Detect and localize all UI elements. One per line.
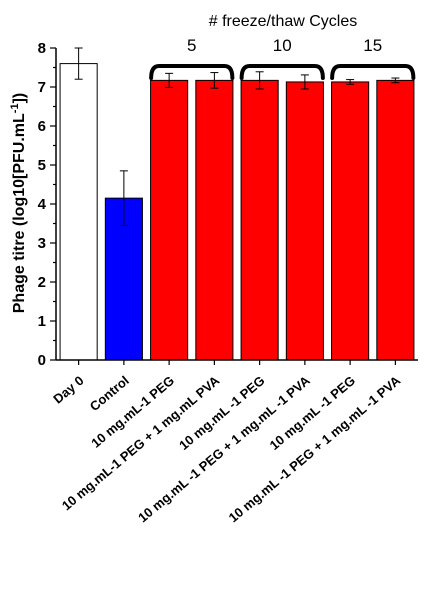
group-label-2: 15 [363, 36, 382, 55]
group-title: # freeze/thaw Cycles [209, 13, 358, 30]
y-tick-label-0: 0 [38, 352, 46, 369]
group-bracket-0 [149, 64, 235, 80]
bar-5 [285, 81, 324, 361]
group-label-1: 10 [273, 36, 292, 55]
y-axis-title: Phage titre (log10[PFU.mL-1]) [9, 93, 28, 313]
group-label-0: 5 [187, 36, 196, 55]
x-tick-label-3: 10 mg.mL-1 PEG + 1 mg.mL PVA [59, 372, 223, 513]
y-tick-label-4: 4 [38, 196, 47, 213]
bar-7 [376, 79, 415, 361]
y-axis-title-superscript: -1 [9, 103, 21, 113]
bar-2 [150, 79, 189, 361]
y-tick-label-3: 3 [38, 235, 46, 252]
y-tick-label-5: 5 [38, 157, 46, 174]
x-tick-label-0: Day 0 [50, 373, 86, 407]
y-tick-label-7: 7 [38, 79, 46, 96]
group-bracket-1 [239, 64, 325, 80]
y-tick-label-8: 8 [38, 40, 46, 57]
y-tick-label-1: 1 [38, 313, 46, 330]
bar-4 [240, 79, 279, 361]
y-axis-title-main: Phage titre (log10[PFU.mL [11, 113, 28, 313]
group-bracket-2 [330, 64, 416, 80]
bar-6 [331, 81, 370, 361]
y-tick-label-2: 2 [38, 274, 46, 291]
y-axis-title-end: ]) [11, 93, 28, 104]
bar-0 [59, 63, 98, 361]
bar-3 [195, 79, 234, 361]
y-tick-label-6: 6 [38, 118, 46, 135]
